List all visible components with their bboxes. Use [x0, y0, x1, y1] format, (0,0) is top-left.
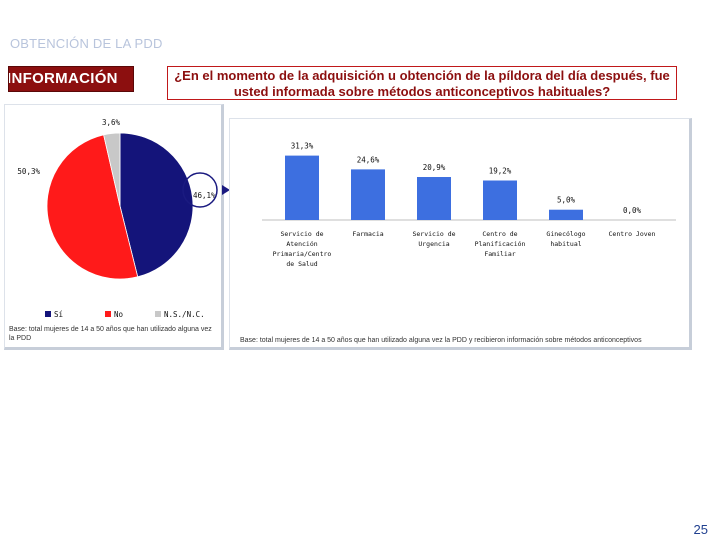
survey-question: ¿En el momento de la adquisición u obten… [167, 66, 677, 100]
bar [483, 180, 517, 220]
bar-value-label: 31,3% [291, 142, 314, 151]
arrow-right-icon [222, 185, 230, 195]
legend-swatch [155, 311, 161, 317]
legend-label: No [114, 310, 124, 319]
bar-chart-panel: 31,3% Servicio de Atención Primaria/Centro d… [229, 118, 692, 350]
pie-data-label: 50,3% [17, 167, 40, 176]
bar-chart: 31,3% Servicio de Atención Primaria/Centro d… [262, 142, 676, 268]
pie-data-label: 3,6% [102, 118, 121, 127]
category-label: Ginecólogo [546, 230, 585, 238]
legend-swatch [45, 311, 51, 317]
info-label: INFORMACIÓN [8, 70, 118, 87]
legend-label: N.S./N.C. [164, 310, 205, 319]
bar-value-label: 0,0% [623, 206, 642, 215]
category-label: Servicio de [280, 230, 323, 238]
connector-arrow [182, 172, 230, 208]
category-label: Servicio de [412, 230, 455, 238]
pie-base-note: Base: total mujeres de 14 a 50 años que … [9, 326, 212, 342]
highlight-circle [182, 172, 218, 208]
category-label: Centro de [482, 230, 517, 238]
pie-slice [46, 134, 139, 280]
legend-swatch [105, 311, 111, 317]
bar-value-label: 20,9% [423, 163, 446, 172]
bar [549, 209, 583, 220]
pie-data-label: 46,1% [193, 191, 216, 200]
category-label: Atención [286, 240, 317, 248]
pie-chart: 46,1% 50,3% 3,6% [17, 118, 216, 280]
bar-value-label: 5,0% [557, 196, 576, 205]
page-number: 25 [693, 522, 708, 537]
category-label: Primaria/Centro [273, 250, 332, 258]
pie-slice [119, 132, 194, 278]
bar-value-label: 24,6% [357, 155, 380, 164]
category-label: Centro Joven [609, 230, 656, 238]
section-title: OBTENCIÓN DE LA PDD [10, 36, 163, 51]
pie-legend: Sí No N.S./N.C. [45, 310, 205, 319]
category-label: de Salud [286, 260, 317, 268]
bar [417, 177, 451, 220]
category-label: Planificación [475, 240, 526, 248]
pie-chart-panel: 46,1% 50,3% 3,6% Sí No N.S./N.C. Base: total… [4, 104, 224, 350]
info-label-box: INFORMACIÓN [8, 66, 134, 92]
pie-slice [103, 132, 121, 207]
bar [351, 169, 385, 220]
bar-base-note: Base: total mujeres de 14 a 50 años que … [240, 337, 642, 344]
category-label: Familiar [484, 250, 515, 258]
bar-value-label: 19,2% [489, 167, 512, 176]
legend-label: Sí [54, 310, 63, 319]
bar [285, 155, 319, 220]
category-label: Farmacia [352, 230, 383, 238]
category-label: habitual [550, 240, 581, 248]
category-label: Urgencia [418, 240, 449, 248]
